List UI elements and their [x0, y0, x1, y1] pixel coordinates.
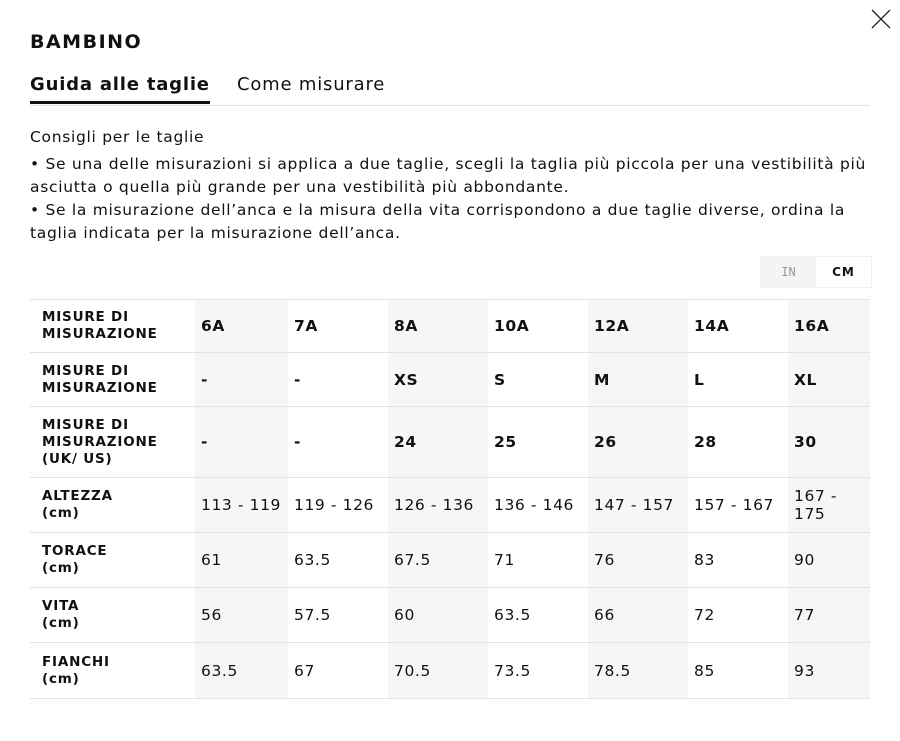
- unit-toggle: IN CM: [760, 256, 872, 288]
- table-cell: 12A: [588, 299, 688, 353]
- table-cell: -: [195, 406, 288, 478]
- tab-how-to-measure[interactable]: Come misurare: [237, 74, 386, 95]
- table-cell: 67: [288, 642, 388, 699]
- table-cell: 90: [788, 532, 870, 588]
- row-label: FIANCHI (cm): [30, 642, 195, 699]
- table-cell: 157 - 167: [688, 477, 788, 533]
- table-row: MISURE DI MISURAZIONE - - XS S M L XL: [30, 352, 870, 407]
- row-label: ALTEZZA (cm): [30, 477, 195, 533]
- table-cell: 73.5: [488, 642, 588, 699]
- table-cell: 26: [588, 406, 688, 478]
- table-cell: 76: [588, 532, 688, 588]
- row-label: MISURE DI MISURAZIONE (UK/ US): [30, 406, 195, 478]
- table-row: MISURE DI MISURAZIONE (UK/ US) - -24 25 26 28 30: [30, 406, 870, 478]
- table-cell: 70.5: [388, 642, 488, 699]
- table-cell: 63.5: [195, 642, 288, 699]
- row-label-line: MISURAZIONE: [42, 326, 158, 342]
- tab-bar: Guida alle taglie Come misurare: [30, 72, 870, 106]
- table-cell: 77: [788, 587, 870, 643]
- tip-item: • Se la misurazione dell’anca e la misur…: [30, 201, 846, 242]
- tips-heading: Consigli per le taglie: [30, 128, 205, 146]
- row-label: TORACE (cm): [30, 532, 195, 588]
- table-cell: 63.5: [288, 532, 388, 588]
- size-table: MISURE DI MISURAZIONE 6A 7A 8A 10A 12A 14A 16A MI…: [30, 299, 870, 699]
- table-cell: 136 - 146: [488, 477, 588, 533]
- row-label-line: MISURAZIONE: [42, 433, 158, 450]
- table-cell: 71: [488, 532, 588, 588]
- size-tips: Consigli per le taglie • Se una delle mi…: [30, 126, 870, 245]
- row-label: MISURE DI MISURAZIONE: [30, 299, 195, 353]
- table-cell: 126 - 136: [388, 477, 488, 533]
- table-cell: XL: [788, 352, 870, 407]
- table-row: FIANCHI (cm) 63.5 67 70.5 73.5 78.5 85 93: [30, 642, 870, 699]
- tab-size-guide[interactable]: Guida alle taglie: [30, 74, 210, 104]
- table-cell: -: [288, 352, 388, 407]
- table-row: TORACE (cm) 61 63.5 67.5 71 76 83 90: [30, 532, 870, 588]
- table-cell: 7A: [288, 299, 388, 353]
- table-cell: S: [488, 352, 588, 407]
- table-cell: 6A: [195, 299, 288, 353]
- row-label-line: FIANCHI: [42, 653, 110, 670]
- row-label-line: (UK/ US): [42, 450, 113, 467]
- table-cell: 63.5: [488, 587, 588, 643]
- unit-cm-button[interactable]: CM: [816, 257, 871, 287]
- row-label-line: (cm): [42, 615, 80, 631]
- row-label-line: (cm): [42, 670, 80, 687]
- table-cell: 24: [388, 406, 488, 478]
- table-cell: 83: [688, 532, 788, 588]
- table-cell: 72: [688, 587, 788, 643]
- row-label-line: MISURE DI: [42, 362, 129, 379]
- page-title: BAMBINO: [30, 31, 143, 53]
- table-cell: M: [588, 352, 688, 407]
- table-row: MISURE DI MISURAZIONE 6A 7A 8A 10A 12A 14A 16A: [30, 299, 870, 353]
- row-label-line: MISURE DI: [42, 416, 129, 433]
- table-cell: 113 - 119: [195, 477, 288, 533]
- table-cell: -: [288, 406, 388, 478]
- table-cell: 10A: [488, 299, 588, 353]
- row-label-line: (cm): [42, 560, 80, 576]
- table-cell: 8A: [388, 299, 488, 353]
- table-cell: 66: [588, 587, 688, 643]
- table-cell: 57.5: [288, 587, 388, 643]
- row-label: VITA (cm): [30, 587, 195, 643]
- row-label-line: VITA: [42, 598, 80, 614]
- row-label-line: MISURAZIONE: [42, 379, 158, 396]
- table-cell: 67.5: [388, 532, 488, 588]
- table-row: ALTEZZA (cm) 113 - 119 119 - 126 126 - 136 13…: [30, 477, 870, 533]
- table-cell: 119 - 126: [288, 477, 388, 533]
- table-cell: 56: [195, 587, 288, 643]
- row-label-line: (cm): [42, 505, 80, 521]
- table-cell: 78.5: [588, 642, 688, 699]
- table-cell: 167 - 175: [788, 477, 870, 533]
- table-cell: 60: [388, 587, 488, 643]
- table-cell: 61: [195, 532, 288, 588]
- close-button[interactable]: [868, 6, 894, 32]
- row-label-line: ALTEZZA: [42, 488, 113, 504]
- table-cell: 85: [688, 642, 788, 699]
- table-cell: 16A: [788, 299, 870, 353]
- table-cell: 147 - 157: [588, 477, 688, 533]
- tip-item: • Se una delle misurazioni si applica a …: [30, 155, 867, 196]
- row-label-line: MISURE DI: [42, 309, 129, 325]
- row-label-line: TORACE: [42, 543, 108, 559]
- row-label: MISURE DI MISURAZIONE: [30, 352, 195, 407]
- unit-in-button[interactable]: IN: [761, 257, 816, 287]
- table-cell: XS: [388, 352, 488, 407]
- table-cell: 28: [688, 406, 788, 478]
- close-icon: [871, 9, 891, 29]
- table-cell: 14A: [688, 299, 788, 353]
- table-cell: 30: [788, 406, 870, 478]
- table-row: VITA (cm) 56 57.5 60 63.5 66 72 77: [30, 587, 870, 643]
- table-cell: -: [195, 352, 288, 407]
- table-cell: L: [688, 352, 788, 407]
- table-cell: 25: [488, 406, 588, 478]
- table-cell: 93: [788, 642, 870, 699]
